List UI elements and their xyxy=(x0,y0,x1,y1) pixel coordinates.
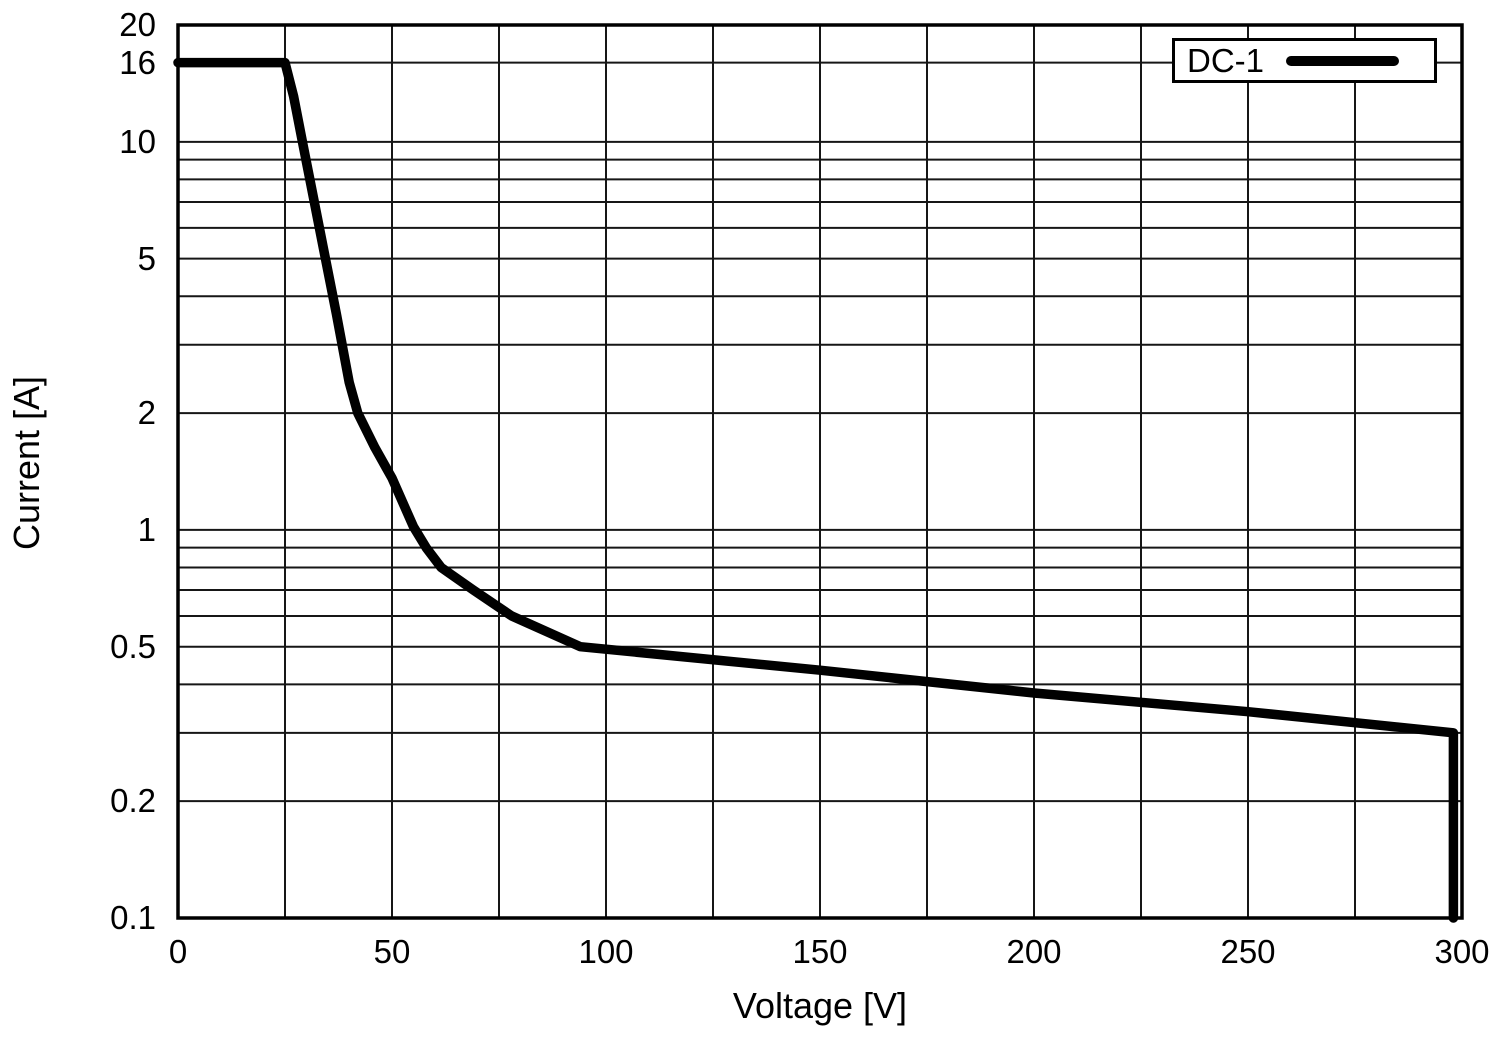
y-tick-label: 2 xyxy=(137,394,156,432)
y-tick-label: 16 xyxy=(119,43,156,81)
x-tick-label: 150 xyxy=(792,933,848,970)
y-tick-label: 0.1 xyxy=(110,899,156,936)
x-tick-label: 0 xyxy=(168,933,188,970)
x-tick-label: 100 xyxy=(578,933,634,970)
x-tick-label: 200 xyxy=(1006,933,1062,970)
y-tick-label: 0.2 xyxy=(110,782,156,820)
y-axis-title: Current [A] xyxy=(6,375,47,551)
legend-line-sample-icon xyxy=(1286,55,1400,66)
legend-series-label: DC-1 xyxy=(1187,42,1265,79)
y-tick-label: 0.5 xyxy=(110,627,156,665)
y-tick-label: 1 xyxy=(137,510,156,548)
series-curve-dc-1 xyxy=(173,57,1459,923)
x-tick-label: 300 xyxy=(1434,933,1490,970)
y-tick-label: 10 xyxy=(119,122,156,160)
plot-border xyxy=(176,23,1464,920)
legend: DC-1 xyxy=(1172,38,1437,83)
x-tick-label: 250 xyxy=(1220,933,1276,970)
x-axis-title: Voltage [V] xyxy=(732,985,908,1026)
x-tick-label: 50 xyxy=(373,933,411,970)
y-tick-label: 5 xyxy=(137,239,156,277)
y-tick-label: 20 xyxy=(119,6,156,43)
